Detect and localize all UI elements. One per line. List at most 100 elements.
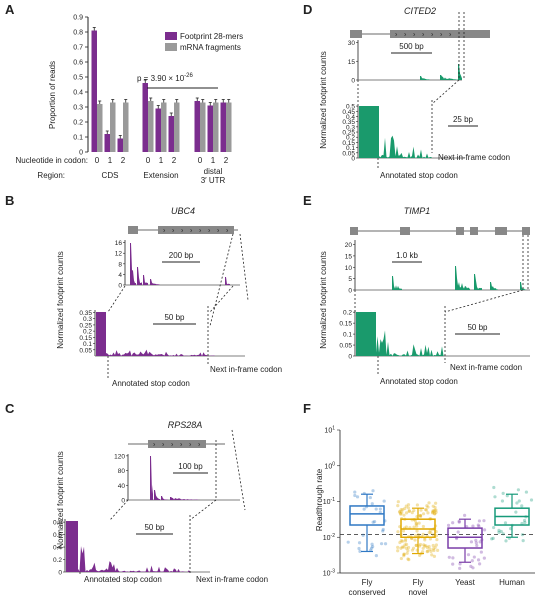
data-point <box>414 543 418 548</box>
data-point <box>400 545 404 549</box>
data-point <box>357 546 361 551</box>
data-point <box>431 504 435 508</box>
data-point <box>414 543 418 547</box>
strand-arrow: › <box>163 228 166 235</box>
bar-footprint <box>104 134 110 152</box>
data-point <box>499 529 503 534</box>
data-point <box>433 545 437 550</box>
top-footprint-peak <box>225 277 230 285</box>
exon-block <box>148 440 206 448</box>
strand-arrow: › <box>198 442 201 449</box>
bottom-y-tick-label: 0.2 <box>53 557 62 564</box>
data-point <box>415 529 419 533</box>
top-y-tick-label: 15 <box>345 253 353 260</box>
data-point <box>501 532 505 536</box>
box-iqr <box>447 527 483 549</box>
data-point <box>422 543 426 547</box>
bottom-footprint-trace <box>376 330 445 356</box>
bar-footprint <box>220 102 226 152</box>
data-point <box>399 556 403 561</box>
y-tick-label: 0 <box>79 150 83 157</box>
data-point <box>404 546 409 550</box>
annotated-stop-codon-label: Annotated stop codon <box>112 379 190 388</box>
bottom-scale-label: 25 bp <box>453 115 474 124</box>
exon-block <box>128 226 138 234</box>
gene-name-label: TIMP1 <box>404 206 431 216</box>
data-point <box>491 536 495 540</box>
top-footprint-peak <box>137 267 142 285</box>
data-point <box>399 511 403 516</box>
data-point <box>404 525 408 529</box>
data-point <box>477 524 481 528</box>
codon-tick-label: 2 <box>224 156 229 165</box>
top-y-tick-label: 4 <box>118 272 122 279</box>
panel-e-timp1: TIMP1 0 5 10 15 20 1.0 kb 0 0.05 0.1 0.15 0.2 50 bp A… <box>319 206 530 386</box>
bar-mrna <box>123 102 129 152</box>
data-point <box>399 546 403 550</box>
stop-codon-footprint-block <box>96 312 106 356</box>
data-point <box>410 511 414 515</box>
data-point <box>397 510 402 514</box>
strand-arrow: › <box>226 228 229 235</box>
bar-mrna <box>200 102 206 152</box>
exon-block <box>350 30 362 38</box>
data-point <box>415 522 419 526</box>
data-point <box>396 500 400 504</box>
data-point <box>426 549 430 553</box>
annotated-stop-codon-label: Annotated stop codon <box>84 575 162 584</box>
bar-footprint <box>168 116 174 152</box>
top-scale-label: 500 bp <box>399 42 424 51</box>
pvalue-exponent: -26 <box>184 73 193 79</box>
bottom-y-tick-label: 0.05 <box>79 347 92 354</box>
track-ylabel: Normalized footprint counts <box>319 51 328 148</box>
zoom-guide-line <box>239 233 249 301</box>
bar-mrna <box>174 102 180 152</box>
strand-arrow: › <box>413 32 416 39</box>
data-point <box>521 539 525 543</box>
region-label: Region: <box>37 171 65 180</box>
top-y-tick-label: 20 <box>345 242 353 249</box>
bar-footprint <box>207 105 213 152</box>
nucleotide-in-codon-label: Nucleotide in codon: <box>16 156 89 165</box>
data-point <box>381 529 385 533</box>
panel-letter-c: C <box>5 401 15 416</box>
category-label: novel <box>408 588 427 597</box>
codon-tick-label: 0 <box>146 156 151 165</box>
data-point <box>400 510 404 514</box>
strand-arrow: › <box>180 442 183 449</box>
bar-footprint <box>117 138 123 152</box>
region-group-label: CDS <box>102 171 119 180</box>
bottom-y-tick-label: 0.4 <box>346 114 355 121</box>
data-point <box>457 519 461 523</box>
data-point <box>406 503 411 507</box>
data-point <box>497 528 501 532</box>
y-tick-label: 0.2 <box>73 120 83 127</box>
panel-letter-f: F <box>303 401 311 416</box>
category-label: Human <box>499 578 525 587</box>
data-point <box>406 545 411 550</box>
data-point <box>430 511 435 515</box>
data-point <box>451 556 455 560</box>
strand-arrow: › <box>171 442 174 449</box>
data-point <box>414 522 418 526</box>
data-point <box>430 553 434 557</box>
f-y-tick-label: 10-1 <box>323 497 335 506</box>
data-point <box>353 493 357 498</box>
data-point <box>413 538 417 542</box>
data-point <box>418 553 422 558</box>
data-point <box>451 562 455 566</box>
data-point <box>514 510 518 514</box>
data-point <box>370 542 374 546</box>
top-y-tick-label: 12 <box>115 251 123 258</box>
bottom-y-tick-label: 0.6 <box>53 532 62 539</box>
data-point <box>520 521 524 526</box>
data-point <box>520 504 524 508</box>
data-point <box>471 524 475 528</box>
data-point <box>407 509 411 513</box>
category-label: Yeast <box>455 578 476 587</box>
data-point <box>478 562 482 566</box>
data-point <box>522 518 527 523</box>
data-point <box>429 549 433 554</box>
bottom-y-tick-label: 0.3 <box>346 124 355 131</box>
next-in-frame-codon-label: Next in-frame codon <box>210 365 282 374</box>
